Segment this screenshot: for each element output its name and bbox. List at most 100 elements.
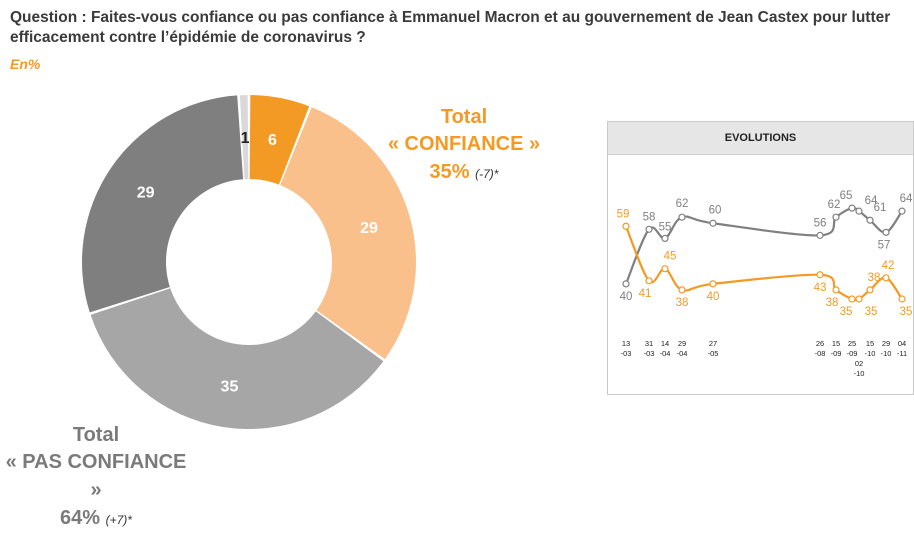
evolution-point	[709, 280, 717, 288]
evolution-date-label-month: -10	[881, 349, 892, 358]
evolution-date-label-month: -05	[708, 349, 719, 358]
evolution-date-label-day: 14	[661, 339, 669, 348]
unit-label: En%	[10, 56, 41, 72]
evolution-point	[848, 295, 856, 303]
evolution-data-label: 40	[707, 291, 720, 303]
evolution-date-label-month: -03	[644, 349, 655, 358]
evolution-point	[882, 228, 890, 236]
evolution-data-label: 40	[620, 291, 633, 303]
evolution-point	[855, 295, 863, 303]
donut-slice	[249, 95, 310, 185]
evolution-date-label-day: 15	[866, 339, 874, 348]
evolution-point	[898, 295, 906, 303]
donut-slice	[239, 95, 249, 180]
evolution-data-label: 38	[868, 272, 881, 284]
evolution-data-label: 62	[828, 199, 841, 211]
evolution-point	[645, 277, 653, 285]
confiance-percent-line: 35% (-7)*	[378, 158, 550, 188]
evolution-point	[866, 286, 874, 294]
evolutions-title: EVOLUTIONS	[608, 122, 913, 155]
evolution-data-label: 41	[639, 288, 652, 300]
evolution-date-label-day: 31	[645, 339, 653, 348]
evolution-point	[622, 280, 630, 288]
evolution-date-label-day: 04	[898, 339, 906, 348]
confiance-title: « CONFIANCE »	[387, 133, 541, 155]
evolution-data-label: 42	[882, 260, 895, 272]
evolution-point	[882, 274, 890, 282]
evolution-point	[816, 231, 824, 239]
evolution-point	[832, 286, 840, 294]
evolution-series-line	[624, 206, 903, 285]
evolution-data-label: 58	[643, 211, 656, 223]
evolution-point	[848, 204, 856, 212]
evolution-point	[645, 225, 653, 233]
evolution-point	[678, 286, 686, 294]
evolution-point	[661, 265, 669, 273]
evolution-date-label-day: 29	[678, 339, 686, 348]
evolution-date-label-day: 15	[832, 339, 840, 348]
evolution-date-label-month: -09	[831, 349, 842, 358]
confiance-total-word: Total	[440, 106, 488, 128]
donut-slice	[90, 288, 384, 429]
pas-confiance-total-label: Total « PAS CONFIANCE » 64% (+7)*	[0, 422, 192, 534]
pas-confiance-title: « PAS CONFIANCE »	[5, 451, 187, 501]
donut-slice-label: 1	[241, 130, 250, 147]
pas-confiance-change: (+7)*	[105, 513, 132, 527]
evolution-data-label: 64	[865, 195, 878, 207]
evolution-data-label: 35	[865, 306, 878, 318]
evolution-data-label: 65	[840, 190, 853, 202]
evolution-date-label-day: 25	[848, 339, 856, 348]
pas-confiance-percent: 64%	[60, 507, 101, 529]
confiance-percent: 35%	[429, 161, 470, 183]
evolution-data-label: 55	[659, 221, 672, 233]
evolution-date-label-month: -10	[865, 349, 876, 358]
evolution-point	[866, 216, 874, 224]
evolution-date-label-month: -11	[897, 349, 907, 358]
evolution-date-label-month: -04	[660, 349, 671, 358]
evolution-date-label-day: 29	[882, 339, 890, 348]
donut-slice-label: 35	[221, 378, 239, 395]
confiance-change: (-7)*	[475, 167, 499, 181]
donut-slice-label: 29	[137, 185, 155, 202]
donut-slice-label: 6	[268, 132, 277, 149]
donut-slice	[280, 107, 416, 360]
evolution-date-label-month: -04	[677, 349, 688, 358]
evolution-data-label: 35	[840, 306, 853, 318]
evolution-date-label-day: 26	[816, 339, 824, 348]
evolution-data-label: 60	[709, 204, 722, 216]
evolution-date-label-day: 27	[709, 339, 717, 348]
donut-chart: 6 29 35 29 1	[82, 95, 416, 429]
evolution-point	[678, 213, 686, 221]
question-text: Question : Faites-vous confiance ou pas …	[10, 9, 891, 46]
evolution-data-label: 57	[878, 239, 891, 251]
evolution-point	[709, 219, 717, 227]
donut-slice-label: 29	[360, 220, 378, 237]
pas-confiance-percent-line: 64% (+7)*	[0, 504, 192, 534]
evolution-date-label-day: 02	[855, 359, 863, 368]
evolution-point	[855, 207, 863, 215]
evolution-data-label: 38	[676, 297, 689, 309]
evolution-point	[816, 271, 824, 279]
evolution-point	[622, 222, 630, 230]
confiance-total-label: Total « CONFIANCE » 35% (-7)*	[378, 104, 550, 188]
evolution-data-label: 43	[814, 282, 827, 294]
evolution-date-label-month: -10	[854, 369, 865, 378]
evolution-data-label: 59	[617, 208, 630, 220]
evolution-data-label: 64	[900, 193, 913, 205]
pas-confiance-total-word: Total	[72, 424, 120, 446]
evolution-data-label: 56	[814, 217, 827, 229]
evolution-data-label: 38	[826, 297, 839, 309]
donut-slice	[82, 95, 244, 313]
evolution-data-label: 62	[676, 198, 689, 210]
evolution-date-label-month: -03	[621, 349, 632, 358]
evolution-date-label-month: -08	[815, 349, 826, 358]
evolution-data-label: 61	[874, 202, 887, 214]
evolution-date-label-day: 13	[622, 339, 630, 348]
evolution-data-label: 35	[900, 306, 913, 318]
evolution-point	[832, 213, 840, 221]
evolution-data-label: 45	[664, 251, 677, 263]
evolution-point	[898, 207, 906, 215]
evolution-date-label-month: -09	[847, 349, 858, 358]
evolution-point	[661, 234, 669, 243]
